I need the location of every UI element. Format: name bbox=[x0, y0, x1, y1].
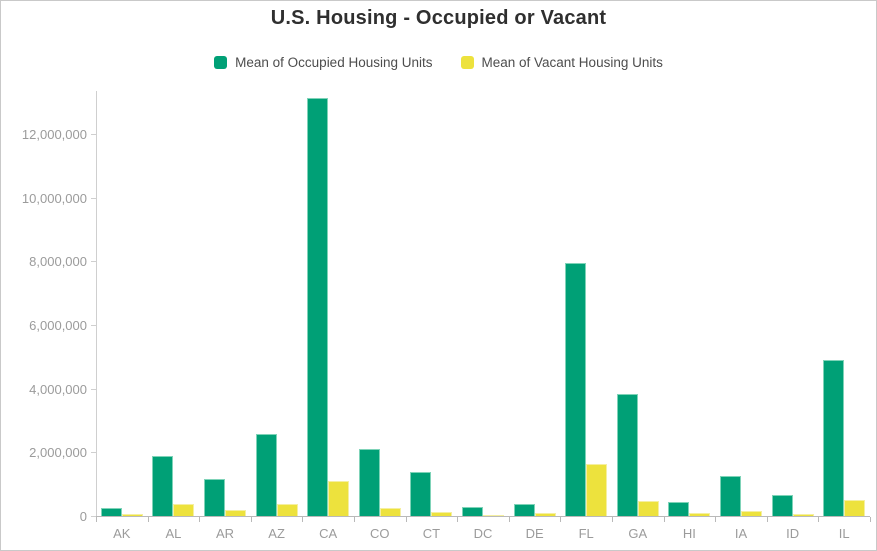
x-axis-category-label: DE bbox=[525, 526, 544, 541]
bar-vacant-AR[interactable] bbox=[225, 509, 246, 516]
bar-vacant-CO[interactable] bbox=[379, 508, 401, 516]
y-axis-tick-label: 6,000,000 bbox=[29, 318, 87, 333]
bar-occupied-CT[interactable] bbox=[410, 472, 432, 516]
x-axis-tick bbox=[457, 517, 459, 522]
x-axis-tick bbox=[612, 517, 613, 522]
bar-occupied-HI[interactable] bbox=[668, 501, 690, 516]
bar-occupied-IA[interactable] bbox=[720, 475, 741, 516]
bar-vacant-HI[interactable] bbox=[689, 513, 711, 516]
bar-vacant-ID[interactable] bbox=[792, 513, 814, 516]
vacant-series-swatch-icon bbox=[460, 56, 474, 69]
bar-occupied-FL[interactable] bbox=[565, 263, 587, 516]
y-axis-tick-label: 2,000,000 bbox=[29, 445, 87, 460]
x-axis-tick bbox=[663, 517, 665, 522]
x-axis-category-label: CA bbox=[319, 526, 338, 541]
bar-vacant-DC[interactable] bbox=[483, 515, 504, 516]
x-axis-tick bbox=[560, 517, 562, 522]
bar-vacant-CT[interactable] bbox=[431, 512, 453, 516]
y-axis-tick bbox=[91, 134, 96, 135]
y-axis-tick-label: 4,000,000 bbox=[29, 382, 87, 397]
bar-vacant-FL[interactable] bbox=[586, 464, 608, 516]
x-axis-category-label: AL bbox=[165, 526, 182, 541]
bar-occupied-GA[interactable] bbox=[616, 394, 638, 516]
y-axis-tick bbox=[91, 325, 96, 326]
x-axis-tick bbox=[302, 517, 304, 522]
bar-occupied-IL[interactable] bbox=[823, 360, 845, 516]
y-axis-tick-label: 12,000,000 bbox=[21, 127, 87, 142]
y-axis-tick bbox=[91, 516, 96, 517]
x-axis-tick bbox=[715, 517, 717, 522]
bar-occupied-CO[interactable] bbox=[358, 448, 380, 516]
x-axis-category-label: CO bbox=[370, 526, 390, 541]
x-axis-line bbox=[96, 516, 870, 517]
x-axis-category-label: AK bbox=[113, 526, 131, 541]
bar-occupied-AL[interactable] bbox=[152, 456, 174, 516]
y-axis-tick-label: 8,000,000 bbox=[29, 254, 87, 269]
y-axis-tick bbox=[91, 198, 96, 199]
occupied-series-swatch-icon bbox=[214, 56, 228, 69]
chart-legend: Mean of Occupied Housing Units Mean of V… bbox=[1, 55, 876, 70]
x-axis-tick bbox=[250, 517, 252, 522]
bar-vacant-GA[interactable] bbox=[637, 500, 659, 516]
bar-vacant-IA[interactable] bbox=[741, 511, 762, 516]
x-axis-category-label: FL bbox=[578, 526, 594, 541]
x-axis-tick bbox=[766, 517, 768, 522]
y-axis-line bbox=[96, 91, 97, 517]
x-axis-category-label: CT bbox=[422, 526, 441, 541]
x-axis-category-label: GA bbox=[628, 526, 648, 541]
bar-vacant-AK[interactable] bbox=[121, 513, 143, 516]
bar-occupied-AZ[interactable] bbox=[255, 433, 277, 516]
x-axis-tick bbox=[870, 517, 871, 522]
x-axis-tick bbox=[508, 517, 510, 522]
y-axis-tick bbox=[91, 452, 96, 453]
chart-title: U.S. Housing - Occupied or Vacant bbox=[270, 7, 607, 29]
bar-vacant-AL[interactable] bbox=[173, 503, 195, 516]
x-axis-category-label: AZ bbox=[268, 526, 285, 541]
bar-vacant-CA[interactable] bbox=[328, 481, 350, 516]
y-axis-tick bbox=[91, 389, 96, 390]
x-axis-category-label: IA bbox=[734, 526, 748, 541]
x-axis-category-label: HI bbox=[682, 526, 696, 541]
x-axis-category-label: IL bbox=[838, 526, 850, 541]
x-axis-category-label: DC bbox=[473, 526, 493, 541]
x-axis-tick bbox=[354, 517, 355, 522]
x-axis-category-label: AR bbox=[215, 526, 235, 541]
y-axis-tick-label: 10,000,000 bbox=[21, 191, 87, 206]
bar-occupied-AR[interactable] bbox=[204, 479, 225, 516]
x-axis-tick bbox=[147, 517, 149, 522]
bar-occupied-DE[interactable] bbox=[513, 504, 535, 516]
legend-item-vacant[interactable]: Mean of Vacant Housing Units bbox=[460, 55, 663, 70]
y-axis-tick-label: 0 bbox=[79, 509, 87, 524]
legend-label-vacant: Mean of Vacant Housing Units bbox=[481, 55, 663, 70]
bar-vacant-AZ[interactable] bbox=[276, 503, 298, 516]
bar-occupied-ID[interactable] bbox=[771, 495, 793, 516]
legend-label-occupied: Mean of Occupied Housing Units bbox=[235, 55, 433, 70]
x-axis-tick bbox=[96, 517, 97, 522]
x-axis-category-label: ID bbox=[786, 526, 800, 541]
bar-vacant-DE[interactable] bbox=[534, 513, 556, 516]
x-axis-tick bbox=[199, 517, 201, 522]
bar-occupied-AK[interactable] bbox=[100, 508, 122, 516]
bar-vacant-IL[interactable] bbox=[844, 500, 866, 516]
y-axis-tick bbox=[91, 261, 96, 262]
x-axis-tick bbox=[405, 517, 407, 522]
x-axis-tick bbox=[818, 517, 820, 522]
bar-occupied-CA[interactable] bbox=[307, 97, 329, 516]
legend-item-occupied[interactable]: Mean of Occupied Housing Units bbox=[214, 55, 433, 70]
bar-occupied-DC[interactable] bbox=[462, 507, 483, 516]
